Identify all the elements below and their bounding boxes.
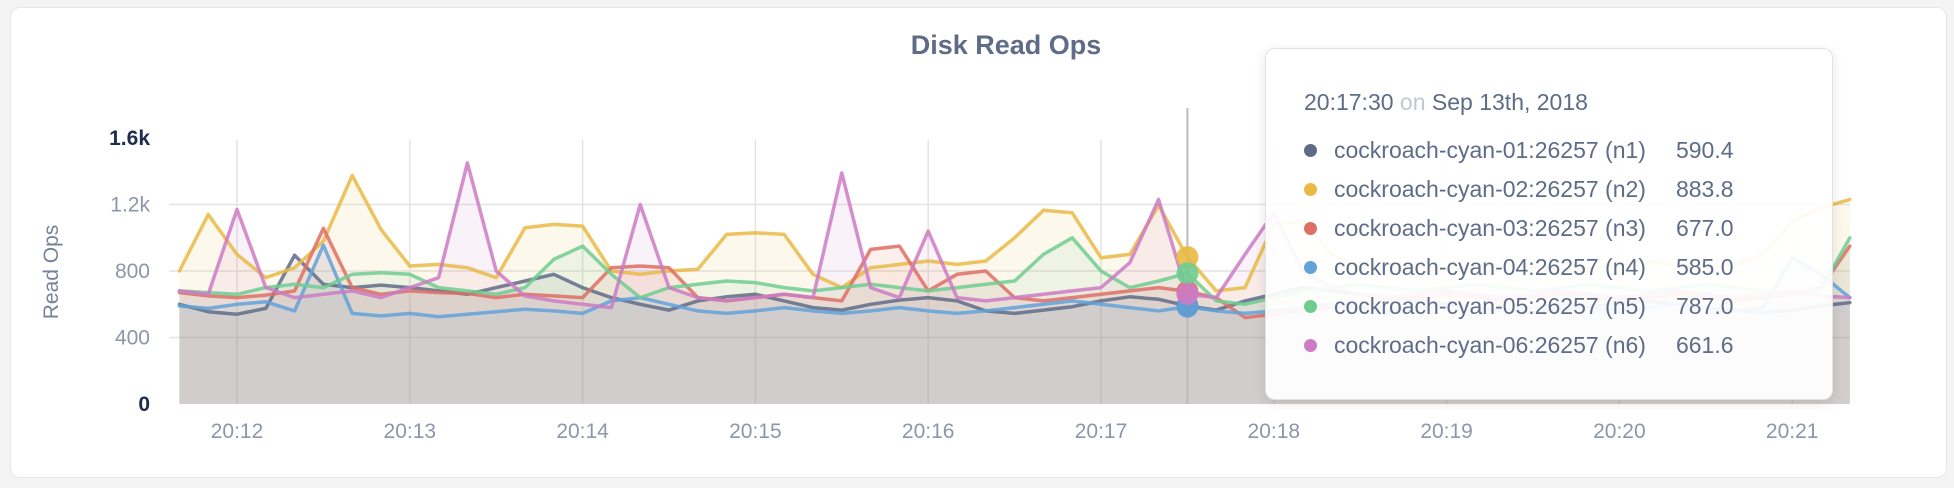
tooltip-row: cockroach-cyan-02:26257 (n2) 883.8 [1304,170,1792,209]
x-tick-label: 20:17 [1075,420,1128,443]
tooltip-date: Sep 13th, 2018 [1431,89,1588,115]
tooltip-series-value: 585.0 [1675,254,1734,280]
tooltip-header: 20:17:30 on Sep 13th, 2018 [1304,89,1792,116]
y-tick-label: 1.6k [109,127,150,150]
series-color-dot-icon [1304,300,1317,313]
chart-hover-tooltip: 20:17:30 on Sep 13th, 2018 cockroach-cya… [1265,48,1833,400]
x-tick-label: 20:19 [1420,420,1473,443]
tooltip-row: cockroach-cyan-05:26257 (n5) 787.0 [1304,287,1792,326]
tooltip-series-label: cockroach-cyan-03:26257 (n3) [1334,215,1646,241]
y-tick-label: 800 [115,260,150,283]
y-tick-label: 1.2k [110,194,150,217]
tooltip-series-label: cockroach-cyan-01:26257 (n1) [1334,137,1646,163]
tooltip-rows: cockroach-cyan-01:26257 (n1) 590.4 cockroa… [1304,131,1792,365]
x-tick-label: 20:16 [902,420,955,443]
tooltip-series-value: 883.8 [1675,176,1734,202]
tooltip-row: cockroach-cyan-06:26257 (n6) 661.6 [1304,326,1792,365]
x-tick-label: 20:21 [1766,420,1819,443]
x-tick-label: 20:14 [556,420,609,443]
tooltip-time: 20:17:30 [1304,89,1394,115]
chart-title: Disk Read Ops [910,30,1102,60]
tooltip-series-label: cockroach-cyan-06:26257 (n6) [1334,332,1646,358]
y-tick-label: 400 [115,327,150,350]
x-tick-label: 20:12 [211,420,264,443]
tooltip-series-value: 677.0 [1675,215,1734,241]
x-tick-label: 20:15 [729,420,782,443]
series-color-dot-icon [1304,261,1317,274]
tooltip-series-label: cockroach-cyan-05:26257 (n5) [1334,293,1646,319]
y-axis-title: Read Ops [40,224,63,320]
hover-dot-n5 [1176,262,1199,285]
tooltip-series-label: cockroach-cyan-04:26257 (n4) [1334,254,1646,280]
tooltip-series-value: 661.6 [1675,332,1734,358]
x-tick-label: 20:18 [1248,420,1301,443]
hover-dot-n6 [1176,283,1199,305]
tooltip-series-label: cockroach-cyan-02:26257 (n2) [1334,176,1646,202]
series-color-dot-icon [1304,222,1317,235]
tooltip-row: cockroach-cyan-01:26257 (n1) 590.4 [1304,131,1792,170]
tooltip-row: cockroach-cyan-03:26257 (n3) 677.0 [1304,209,1792,248]
tooltip-series-value: 590.4 [1675,137,1734,163]
hover-dot-n2 [1176,246,1199,269]
tooltip-row: cockroach-cyan-04:26257 (n4) 585.0 [1304,248,1792,287]
x-tick-label: 20:13 [384,420,437,443]
series-color-dot-icon [1304,144,1317,157]
y-tick-label: 0 [138,393,150,416]
x-tick-label: 20:20 [1593,420,1646,443]
tooltip-conjunction: on [1399,89,1426,115]
series-color-dot-icon [1304,339,1317,352]
tooltip-series-value: 787.0 [1675,293,1734,319]
series-color-dot-icon [1304,183,1317,196]
